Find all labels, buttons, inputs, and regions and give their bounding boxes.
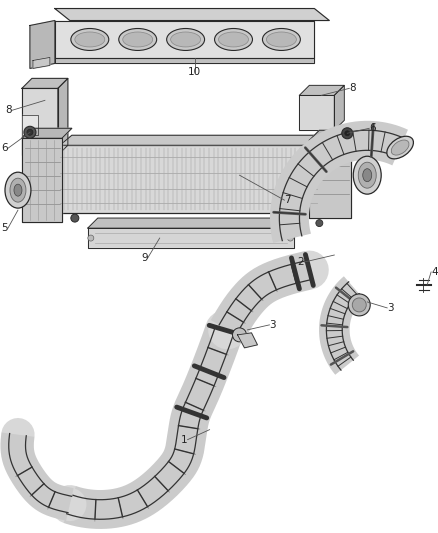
Text: 10: 10 xyxy=(188,67,201,77)
Polygon shape xyxy=(60,135,329,146)
Text: 6: 6 xyxy=(1,143,8,154)
Polygon shape xyxy=(309,130,361,140)
Polygon shape xyxy=(300,95,334,130)
Polygon shape xyxy=(22,115,38,135)
Ellipse shape xyxy=(387,136,413,159)
Polygon shape xyxy=(58,78,68,155)
Ellipse shape xyxy=(10,178,26,202)
Polygon shape xyxy=(237,333,258,348)
Text: 3: 3 xyxy=(387,303,394,313)
Polygon shape xyxy=(88,228,294,248)
Ellipse shape xyxy=(88,235,94,241)
Ellipse shape xyxy=(353,156,381,194)
Ellipse shape xyxy=(266,32,297,47)
Ellipse shape xyxy=(5,172,31,208)
Ellipse shape xyxy=(262,28,300,51)
Polygon shape xyxy=(22,78,68,88)
Text: 8: 8 xyxy=(349,83,356,93)
Text: 3: 3 xyxy=(269,320,276,330)
Polygon shape xyxy=(88,218,304,228)
Polygon shape xyxy=(30,20,55,68)
Polygon shape xyxy=(55,59,314,63)
Ellipse shape xyxy=(391,140,409,155)
Polygon shape xyxy=(55,20,314,59)
Ellipse shape xyxy=(348,294,370,316)
Text: 2: 2 xyxy=(298,257,304,267)
Text: 9: 9 xyxy=(141,253,148,263)
Polygon shape xyxy=(55,9,329,20)
Ellipse shape xyxy=(71,214,79,222)
FancyBboxPatch shape xyxy=(60,146,318,213)
Ellipse shape xyxy=(363,169,372,182)
Ellipse shape xyxy=(352,298,366,312)
Ellipse shape xyxy=(219,32,248,47)
Ellipse shape xyxy=(171,32,201,47)
Ellipse shape xyxy=(316,220,323,227)
Ellipse shape xyxy=(233,328,247,342)
Ellipse shape xyxy=(166,28,205,51)
Text: 4: 4 xyxy=(431,267,438,277)
Text: 1: 1 xyxy=(181,434,187,445)
Ellipse shape xyxy=(119,28,157,51)
Polygon shape xyxy=(300,85,344,95)
Ellipse shape xyxy=(215,28,252,51)
Polygon shape xyxy=(22,138,62,222)
Polygon shape xyxy=(22,128,72,138)
Text: 8: 8 xyxy=(5,106,12,115)
Text: 7: 7 xyxy=(284,195,291,205)
Text: 5: 5 xyxy=(1,223,8,233)
Polygon shape xyxy=(334,85,344,130)
Ellipse shape xyxy=(358,162,376,188)
Polygon shape xyxy=(33,58,50,68)
Ellipse shape xyxy=(24,126,36,138)
Polygon shape xyxy=(22,88,58,155)
Ellipse shape xyxy=(287,235,293,241)
Ellipse shape xyxy=(27,130,33,135)
Ellipse shape xyxy=(342,128,353,139)
Polygon shape xyxy=(309,140,351,218)
Ellipse shape xyxy=(75,32,105,47)
Ellipse shape xyxy=(14,184,22,196)
Ellipse shape xyxy=(123,32,153,47)
Ellipse shape xyxy=(71,28,109,51)
Text: 6: 6 xyxy=(369,123,376,133)
Ellipse shape xyxy=(345,131,350,136)
